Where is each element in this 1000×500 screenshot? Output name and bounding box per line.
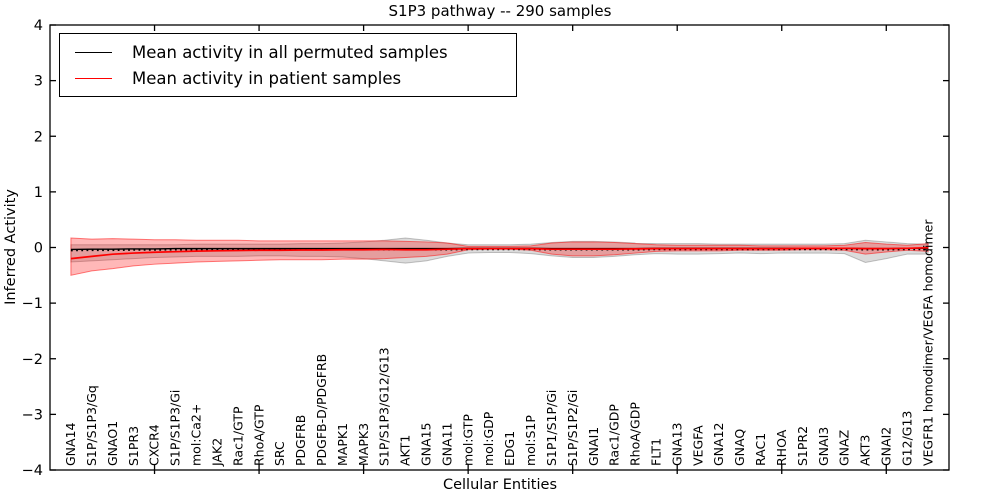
x-tick-label: AKT3 (858, 435, 873, 466)
x-tick-label: GNAZ (837, 430, 852, 466)
x-tick-label: RAC1 (753, 433, 768, 466)
x-tick-label: S1PR2 (795, 426, 810, 466)
x-tick-label: S1PR3 (126, 426, 141, 466)
x-tick-label: GNA12 (711, 423, 726, 467)
x-tick-label: FLT1 (649, 438, 664, 466)
chart-title: S1P3 pathway -- 290 samples (388, 2, 612, 20)
x-tick-label: SRC (272, 441, 287, 466)
x-tick-label: MAPK3 (356, 423, 371, 466)
x-tick-label: G12/G13 (899, 411, 914, 466)
x-tick-label: RhoA/GDP (628, 402, 643, 466)
x-tick-label: GNA15 (419, 423, 434, 467)
y-tick-label: 1 (34, 185, 43, 201)
x-tick-label: JAK2 (209, 438, 224, 467)
x-tick-label: GNAI1 (586, 427, 601, 466)
patient-band (70, 237, 929, 276)
x-tick-label: S1P/S1P2/Gi (565, 390, 580, 466)
y-tick-label: −4 (22, 463, 43, 479)
y-axis-label: Inferred Activity (3, 189, 19, 305)
legend-entry-patient: Mean activity in patient samples (60, 69, 516, 88)
legend-label-patient: Mean activity in patient samples (132, 68, 402, 88)
y-tick-label: 4 (34, 18, 43, 34)
x-tick-label: S1P1/S1P/Gi (544, 390, 559, 466)
x-tick-label: mol:GTP (460, 414, 475, 466)
patient-mean-line (70, 246, 929, 260)
legend-line-sample-black (75, 51, 112, 53)
x-tick-label: mol:S1P (523, 415, 538, 466)
x-tick-label: GNA14 (63, 422, 78, 466)
x-tick-label: GNAO1 (105, 421, 120, 466)
x-tick-label: CXCR4 (147, 424, 162, 466)
permuted-band (70, 237, 929, 264)
x-tick-label: Rac1/GTP (230, 406, 245, 466)
y-tick-label: 2 (34, 129, 43, 145)
x-tick-label: GNAI2 (878, 427, 893, 466)
x-tick-label: VEGFA (690, 425, 705, 466)
x-tick-label: RhoA/GTP (251, 404, 266, 466)
x-tick-label: S1P/S1P3/G12/G13 (377, 347, 392, 466)
x-tick-label: mol:GDP (481, 411, 496, 466)
legend-label-permuted: Mean activity in all permuted samples (132, 42, 448, 62)
x-tick-label: PDGFRB (293, 415, 308, 466)
legend-line-sample-red (75, 77, 112, 79)
x-tick-label: EDG1 (502, 431, 517, 466)
x-tick-label: AKT1 (398, 435, 413, 466)
y-tick-label: 3 (34, 74, 43, 90)
y-tick-label: −2 (22, 352, 43, 368)
x-tick-label: VEGFR1 homodimer/VEGFA homodimer (920, 219, 935, 466)
x-tick-label: GNAI3 (816, 427, 831, 466)
x-tick-label: Rac1/GDP (607, 404, 622, 466)
y-tick-label: −3 (22, 407, 43, 423)
x-axis-label: Cellular Entities (442, 477, 558, 493)
x-tick-label: mol:Ca2+ (189, 404, 204, 466)
x-tick-label: PDGFB-D/PDGFRB (314, 354, 329, 466)
x-tick-label: S1P/S1P3/Gq (84, 385, 99, 466)
x-tick-label: MAPK1 (335, 423, 350, 466)
legend-entry-permuted: Mean activity in all permuted samples (60, 43, 516, 62)
x-tick-label: GNA11 (439, 423, 454, 467)
x-tick-label: GNA13 (669, 423, 684, 467)
x-tick-label: RHOA (774, 429, 789, 466)
x-tick-label: S1P/S1P3/Gi (168, 390, 183, 466)
y-tick-label: −1 (22, 296, 43, 312)
y-tick-label: 0 (34, 241, 43, 257)
x-tick-label: GNAQ (732, 429, 747, 466)
legend-box: Mean activity in all permuted samples Me… (59, 33, 517, 97)
